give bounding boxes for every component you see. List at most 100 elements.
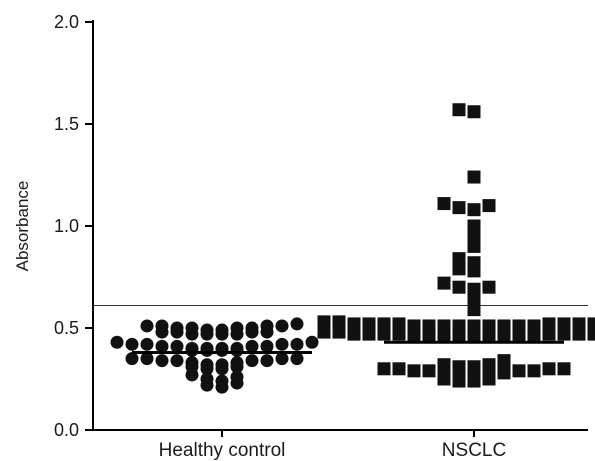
nsclc-point bbox=[437, 197, 451, 211]
healthy-control-point bbox=[140, 352, 154, 366]
nsclc-point bbox=[392, 362, 406, 376]
nsclc-point bbox=[377, 327, 391, 341]
x-category-label: Healthy control bbox=[159, 440, 286, 461]
healthy-control-point bbox=[170, 325, 184, 339]
nsclc-point bbox=[452, 374, 466, 388]
nsclc-point bbox=[467, 319, 481, 333]
healthy-control-point bbox=[230, 343, 244, 357]
healthy-control-point bbox=[275, 319, 289, 333]
nsclc-point bbox=[497, 354, 511, 368]
x-category-label: NSCLC bbox=[442, 440, 506, 461]
nsclc-point bbox=[572, 327, 586, 341]
y-tick-label: 2.0 bbox=[54, 12, 79, 32]
healthy-control-point bbox=[155, 339, 169, 353]
nsclc-point bbox=[467, 105, 481, 119]
healthy-control-point bbox=[170, 354, 184, 368]
nsclc-point bbox=[467, 239, 481, 253]
nsclc-point bbox=[452, 252, 466, 266]
nsclc-point bbox=[422, 364, 436, 378]
nsclc-point bbox=[452, 329, 466, 343]
healthy-control-point bbox=[200, 378, 214, 392]
data-points bbox=[110, 103, 595, 394]
healthy-control-point bbox=[245, 325, 259, 339]
y-tick-label: 0.0 bbox=[54, 420, 79, 440]
nsclc-point bbox=[557, 362, 571, 376]
healthy-control-point bbox=[230, 360, 244, 374]
healthy-control-point bbox=[140, 319, 154, 333]
nsclc-point bbox=[587, 327, 595, 341]
nsclc-point bbox=[332, 325, 346, 339]
healthy-control-point bbox=[275, 337, 289, 351]
nsclc-point bbox=[512, 329, 526, 343]
nsclc-point bbox=[362, 317, 376, 331]
nsclc-point bbox=[422, 329, 436, 343]
healthy-control-point bbox=[215, 343, 229, 357]
nsclc-point bbox=[422, 319, 436, 333]
nsclc-point bbox=[467, 229, 481, 243]
nsclc-point bbox=[317, 315, 331, 329]
y-tick-label: 1.5 bbox=[54, 114, 79, 134]
nsclc-point bbox=[482, 319, 496, 333]
nsclc-point bbox=[377, 317, 391, 331]
healthy-control-point bbox=[230, 376, 244, 390]
nsclc-point bbox=[407, 329, 421, 343]
nsclc-point bbox=[392, 317, 406, 331]
nsclc-point bbox=[467, 329, 481, 343]
nsclc-point bbox=[452, 262, 466, 276]
healthy-control-point bbox=[245, 354, 259, 368]
nsclc-point bbox=[542, 362, 556, 376]
nsclc-point bbox=[347, 327, 361, 341]
nsclc-point bbox=[497, 319, 511, 333]
nsclc-point bbox=[467, 203, 481, 217]
healthy-control-point bbox=[215, 362, 229, 376]
healthy-control-point bbox=[140, 337, 154, 351]
healthy-control-point bbox=[260, 339, 274, 353]
y-tick-label: 1.0 bbox=[54, 216, 79, 236]
healthy-control-point bbox=[200, 362, 214, 376]
nsclc-point bbox=[437, 372, 451, 386]
nsclc-point bbox=[452, 280, 466, 294]
healthy-control-point bbox=[275, 352, 289, 366]
healthy-control-point bbox=[260, 325, 274, 339]
healthy-control-point bbox=[260, 354, 274, 368]
nsclc-point bbox=[482, 280, 496, 294]
nsclc-point bbox=[332, 315, 346, 329]
nsclc-point bbox=[467, 374, 481, 388]
nsclc-point bbox=[437, 329, 451, 343]
nsclc-point bbox=[497, 329, 511, 343]
healthy-control-point bbox=[125, 352, 139, 366]
nsclc-point bbox=[452, 103, 466, 117]
healthy-control-point bbox=[245, 339, 259, 353]
nsclc-point bbox=[557, 327, 571, 341]
nsclc-point bbox=[377, 362, 391, 376]
healthy-control-point bbox=[110, 335, 124, 349]
healthy-control-point bbox=[215, 380, 229, 394]
nsclc-point bbox=[407, 319, 421, 333]
nsclc-point bbox=[437, 319, 451, 333]
nsclc-point bbox=[572, 317, 586, 331]
nsclc-point bbox=[482, 199, 496, 213]
healthy-control-point bbox=[185, 368, 199, 382]
nsclc-point bbox=[557, 317, 571, 331]
nsclc-point bbox=[527, 329, 541, 343]
nsclc-point bbox=[512, 319, 526, 333]
nsclc-point bbox=[497, 366, 511, 380]
labels: 0.0 0.5 1.0 1.5 2.0 Healthy control NSCLC Absor… bbox=[13, 12, 506, 461]
nsclc-point bbox=[452, 201, 466, 215]
healthy-control-point bbox=[185, 343, 199, 357]
healthy-control-point bbox=[170, 339, 184, 353]
nsclc-point bbox=[482, 372, 496, 386]
healthy-control-point bbox=[290, 337, 304, 351]
nsclc-point bbox=[452, 319, 466, 333]
nsclc-point bbox=[347, 317, 361, 331]
nsclc-point bbox=[527, 319, 541, 333]
healthy-control-point bbox=[155, 325, 169, 339]
nsclc-point bbox=[467, 303, 481, 317]
healthy-control-point bbox=[125, 337, 139, 351]
nsclc-point bbox=[542, 327, 556, 341]
nsclc-point bbox=[467, 219, 481, 233]
nsclc-point bbox=[467, 170, 481, 184]
healthy-control-point bbox=[305, 335, 319, 349]
nsclc-point bbox=[587, 317, 595, 331]
